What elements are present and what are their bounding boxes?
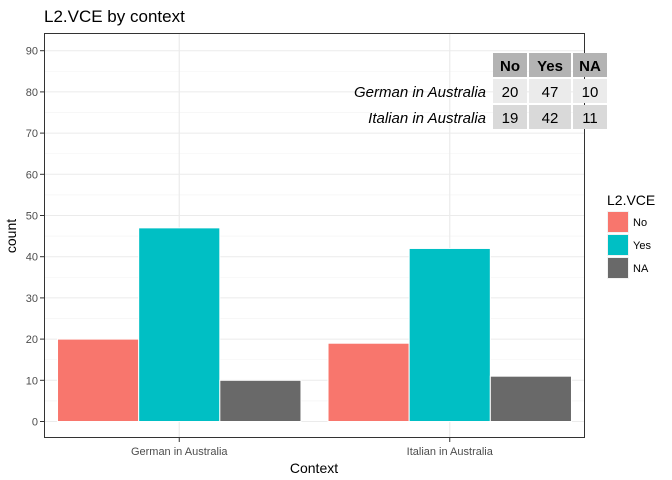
legend-label: NA — [633, 263, 649, 275]
x-tick-label: German in Australia — [131, 446, 228, 458]
bar-no-1 — [57, 338, 140, 423]
y-tick-label: 20 — [26, 334, 38, 346]
x-axis-title: Context — [290, 460, 338, 476]
table-cell-value: 11 — [582, 110, 598, 127]
table-row-label: Italian in Australia — [368, 110, 486, 127]
table-header-cell — [493, 53, 527, 77]
y-tick-label: 40 — [26, 252, 38, 264]
legend-swatch-yes — [608, 235, 628, 255]
counts-table: No Yes NA German in Australia 20 47 10 Italian … — [354, 53, 607, 129]
legend: L2.VCE No Yes NA — [607, 192, 655, 279]
table-header-label: Yes — [537, 58, 563, 75]
y-tick-label: 70 — [26, 128, 38, 140]
table-cell-value: 47 — [542, 84, 559, 101]
y-tick-label: 30 — [26, 293, 38, 305]
bar-na-2 — [489, 375, 572, 422]
y-tick-label: 80 — [26, 87, 38, 99]
table-cell — [573, 105, 607, 129]
table-cell — [493, 79, 527, 103]
table-header-label: No — [500, 58, 520, 75]
legend-title: L2.VCE — [607, 192, 655, 208]
table-cell — [493, 105, 527, 129]
panel-border — [44, 33, 585, 438]
table-cell-value: 42 — [542, 110, 559, 127]
table-row-label: German in Australia — [354, 84, 486, 101]
x-axis: German in Australia Italian in Australia — [131, 438, 494, 458]
y-tick-label: 0 — [32, 417, 38, 429]
legend-label: Yes — [633, 240, 651, 252]
y-tick-label: 50 — [26, 211, 38, 223]
bar-no-2 — [327, 342, 410, 422]
x-tick-label: Italian in Australia — [407, 446, 494, 458]
bar-yes-2 — [408, 247, 491, 422]
table-cell — [529, 105, 571, 129]
grid-lines — [44, 33, 585, 438]
table-header-label: NA — [579, 58, 601, 75]
y-tick-label: 60 — [26, 169, 38, 181]
table-header-cell — [573, 53, 607, 77]
y-tick-label: 10 — [26, 375, 38, 387]
bar-na-1 — [219, 379, 302, 422]
table-cell — [573, 79, 607, 103]
table-cell — [529, 79, 571, 103]
chart-title: L2.VCE by context — [44, 7, 185, 26]
legend-swatch-no — [608, 212, 628, 232]
y-axis-title: count — [3, 219, 19, 253]
table-cell-value: 10 — [582, 84, 599, 101]
y-tick-label: 90 — [26, 46, 38, 58]
bar-yes-1 — [138, 227, 221, 422]
table-cell-value: 20 — [502, 84, 519, 101]
table-header-cell — [529, 53, 571, 77]
table-cell-value: 19 — [502, 110, 519, 127]
bars-group — [57, 227, 572, 423]
legend-label: No — [633, 217, 647, 229]
legend-swatch-na — [608, 258, 628, 278]
y-axis: 0 10 20 30 40 50 60 70 80 90 — [26, 46, 44, 429]
